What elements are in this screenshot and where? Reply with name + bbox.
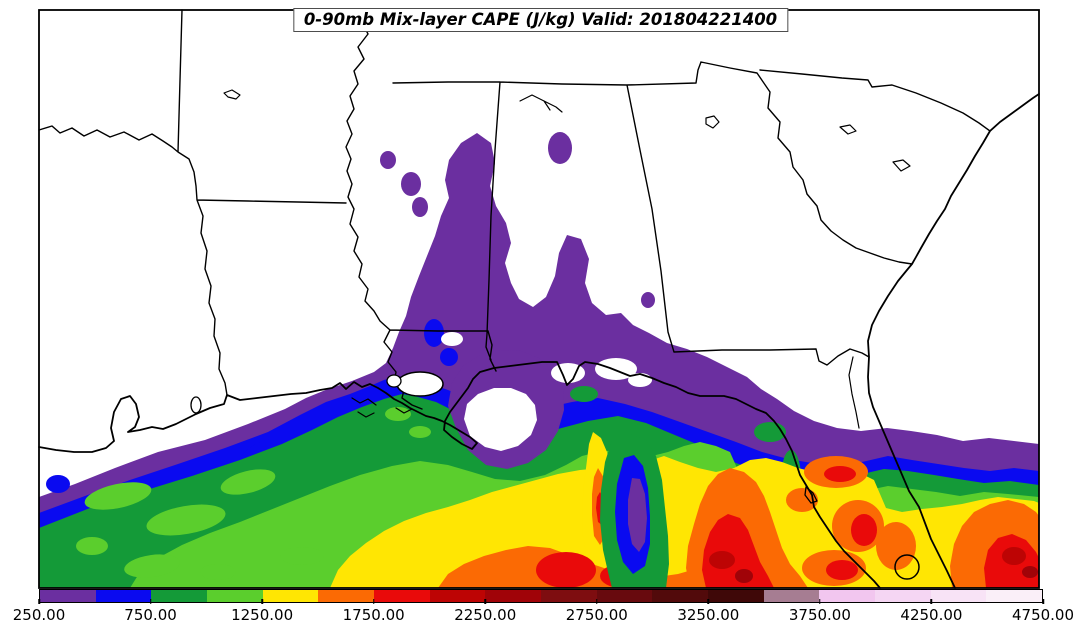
colorbar-tick-label: 4250.00 — [900, 606, 963, 624]
colorbar-segment — [875, 590, 931, 602]
colorbar-tick — [261, 599, 263, 604]
colorbar-tick-label: 3750.00 — [788, 606, 851, 624]
st-johns-river — [848, 356, 860, 429]
colorbar-tick — [149, 599, 152, 604]
cape-blob — [876, 522, 916, 570]
cape-blob — [409, 426, 431, 438]
cape-blob — [824, 466, 856, 482]
cape-blob — [709, 551, 735, 569]
cape-layer-2250 — [735, 566, 1038, 583]
colorbar-tick — [707, 599, 710, 604]
colorbar-ticks — [38, 599, 1044, 604]
cape-blob — [735, 569, 753, 583]
cape-field — [39, 132, 1039, 588]
colorbar-segment — [318, 590, 375, 602]
cape-blob — [401, 172, 421, 196]
colorbar-tick-label: 1250.00 — [231, 606, 294, 624]
colorbar — [39, 589, 1043, 603]
lake-maurepas — [386, 374, 402, 388]
lake-eufaula — [223, 89, 241, 100]
plot-title: 0-90mb Mix-layer CAPE (J/kg) Valid: 2018… — [292, 8, 789, 32]
sabine-lake — [190, 396, 202, 414]
colorbar-segment — [763, 590, 820, 602]
colorbar-tick-label: 2250.00 — [454, 606, 517, 624]
carolina-lakes — [839, 124, 911, 172]
cape-blob — [424, 319, 444, 347]
colorbar-tick-label: 4750.00 — [1011, 606, 1075, 624]
colorbar-tick-label: 2750.00 — [565, 606, 628, 624]
cape-blob — [851, 514, 877, 546]
colorbar-tick — [372, 599, 375, 604]
cape-strip-purple — [628, 478, 647, 552]
colorbar-segment — [708, 590, 764, 602]
cape-blob — [412, 197, 428, 217]
colorbar-tick — [596, 599, 598, 604]
cape-blob — [464, 388, 537, 451]
colorbar-tick — [484, 599, 486, 604]
colorbar-segment — [207, 590, 263, 602]
cape-blob — [548, 132, 572, 164]
cape-blob — [220, 469, 276, 495]
colorbar-tick-label: 750.00 — [124, 606, 177, 624]
colorbar-segment — [374, 590, 430, 602]
colorbar-segment — [429, 590, 486, 602]
cape-blob — [84, 482, 152, 510]
georgia-lake — [705, 115, 720, 129]
cape-blob — [702, 514, 774, 588]
colorbar-tick — [38, 599, 40, 604]
colorbar-segment — [596, 590, 653, 602]
lake-pontchartrain — [396, 371, 444, 397]
cape-blob — [1022, 566, 1038, 578]
colorbar-tick — [930, 599, 933, 604]
tampa-bay — [804, 486, 818, 504]
colorbar-tick-label: 1750.00 — [342, 606, 405, 624]
colorbar-segment — [40, 590, 96, 602]
cape-blob — [146, 504, 226, 536]
colorbar-tick-label: 3250.00 — [677, 606, 740, 624]
colorbar-segment — [151, 590, 208, 602]
colorbar-segment — [262, 590, 319, 602]
cape-blob — [641, 292, 655, 308]
lake-okeechobee — [894, 554, 920, 580]
cape-blob — [1002, 547, 1026, 565]
tennessee-river — [519, 94, 563, 113]
colorbar-segment — [986, 590, 1043, 602]
colorbar-labels: 250.00 750.00 1250.00 1750.00 2250.00 2750.00… — [13, 606, 1074, 626]
colorbar-tick — [819, 599, 821, 604]
louisiana-marsh — [351, 397, 413, 418]
state-borders — [38, 9, 991, 410]
colorbar-segment — [930, 590, 987, 602]
colorbar-segment — [541, 590, 597, 602]
cape-blob — [385, 407, 411, 421]
cape-layer-2000 — [709, 547, 1026, 569]
cape-blob — [826, 560, 858, 580]
cape-blob — [628, 478, 647, 552]
cape-blob — [440, 348, 458, 366]
colorbar-segment — [819, 590, 876, 602]
coastline — [38, 93, 1040, 589]
cape-blob — [441, 332, 463, 346]
cape-blob — [280, 547, 324, 565]
colorbar-tick-label: 250.00 — [12, 606, 66, 624]
cape-blob — [76, 537, 108, 555]
cape-blob — [786, 488, 818, 512]
cape-blob — [536, 552, 596, 588]
cape-blob — [570, 386, 598, 402]
cape-blob — [380, 151, 396, 169]
cape-minimum-hole — [464, 388, 537, 451]
geography — [38, 9, 1040, 589]
cape-blob — [46, 475, 70, 493]
colorbar-segment — [485, 590, 542, 602]
colorbar-segment — [95, 590, 152, 602]
colorbar-tick — [1042, 599, 1044, 604]
cape-blob — [124, 554, 180, 578]
cape-blob — [200, 564, 236, 580]
colorbar-segment — [652, 590, 709, 602]
